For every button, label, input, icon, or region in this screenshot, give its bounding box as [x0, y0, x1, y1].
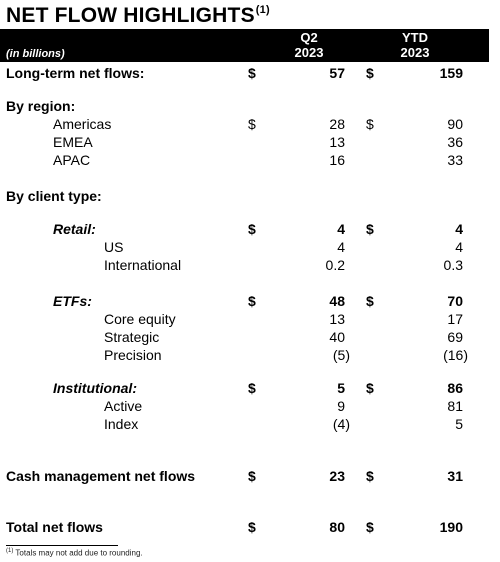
footnote-mark: (1) — [6, 548, 14, 554]
title-footnote-mark: (1) — [255, 4, 270, 16]
ytd-value: 81 — [447, 398, 463, 414]
q2-value: 40 — [329, 329, 345, 345]
row-active: Active 9 81 — [0, 397, 489, 415]
ytd-value: 190 — [439, 519, 463, 535]
row-label: Total net flows — [6, 519, 103, 535]
row-index: Index (4) 5 — [0, 415, 489, 433]
row-retail: Retail: $ 4 $ 4 — [0, 220, 489, 238]
ytd-value: 159 — [439, 65, 463, 81]
row-total-net-flows: Total net flows $ 80 $ 190 — [0, 518, 489, 536]
ytd-value: 4 — [455, 239, 463, 255]
row-etfs: ETFs: $ 48 $ 70 — [0, 292, 489, 310]
dollar-sign: $ — [366, 221, 374, 237]
row-label: Strategic — [104, 329, 160, 345]
row-strategic: Strategic 40 69 — [0, 328, 489, 346]
row-label: Core equity — [104, 311, 176, 327]
column-header-ytd-line2: 2023 — [400, 45, 430, 60]
row-label: Index — [104, 416, 139, 432]
dollar-sign: $ — [366, 293, 374, 309]
row-apac: APAC 16 33 — [0, 151, 489, 169]
row-label: Active — [104, 398, 143, 414]
ytd-value: 5 — [455, 416, 463, 432]
dollar-sign: $ — [366, 468, 374, 484]
ytd-value: 0.3 — [443, 257, 463, 273]
q2-value: 9 — [337, 398, 345, 414]
row-label: Retail: — [53, 221, 96, 237]
column-header-ytd-line1: YTD — [402, 30, 428, 45]
column-header-q2: Q2 2023 — [269, 30, 349, 60]
dollar-sign: $ — [366, 380, 374, 396]
dollar-sign: $ — [248, 380, 256, 396]
q2-value: 5 — [337, 380, 345, 396]
dollar-sign: $ — [248, 293, 256, 309]
column-header-ytd: YTD 2023 — [375, 30, 455, 60]
q2-value: 0.2 — [325, 257, 345, 273]
row-label: International — [104, 257, 182, 273]
column-header-q2-line1: Q2 — [300, 30, 318, 45]
row-label: APAC — [53, 152, 91, 168]
row-cash-management-net-flows: Cash management net flows $ 23 $ 31 — [0, 467, 489, 485]
q2-value: 13 — [329, 311, 345, 327]
row-label: Institutional: — [53, 380, 137, 396]
row-label: US — [104, 239, 124, 255]
row-core-equity: Core equity 13 17 — [0, 310, 489, 328]
dollar-sign: $ — [248, 65, 256, 81]
ytd-value: 36 — [447, 134, 463, 150]
ytd-value: 86 — [447, 380, 463, 396]
table-header: (in billions) Q2 2023 YTD 2023 — [0, 29, 489, 62]
row-institutional: Institutional: $ 5 $ 86 — [0, 379, 489, 397]
dollar-sign: $ — [366, 519, 374, 535]
column-header-q2-line2: 2023 — [294, 45, 324, 60]
ytd-value: 17 — [447, 311, 463, 327]
footnote-divider — [6, 545, 118, 546]
q2-value: 23 — [329, 468, 345, 484]
footnote: (1) Totals may not add due to rounding. — [6, 548, 143, 558]
q2-value: 28 — [329, 116, 345, 132]
row-by-region: By region: — [0, 97, 489, 115]
row-by-client-type: By client type: — [0, 187, 489, 205]
q2-value: 4 — [337, 221, 345, 237]
footnote-text: Totals may not add due to rounding. — [15, 548, 143, 558]
row-emea: EMEA 13 36 — [0, 133, 489, 151]
q2-value: 16 — [329, 152, 345, 168]
row-americas: Americas $ 28 $ 90 — [0, 115, 489, 133]
section-label: By client type: — [6, 188, 102, 204]
dollar-sign: $ — [248, 468, 256, 484]
dollar-sign: $ — [248, 221, 256, 237]
row-international: International 0.2 0.3 — [0, 256, 489, 274]
ytd-value: 90 — [447, 116, 463, 132]
ytd-value: 33 — [447, 152, 463, 168]
row-long-term-net-flows: Long-term net flows: $ 57 $ 159 — [0, 64, 489, 82]
ytd-value: 31 — [447, 468, 463, 484]
row-label: Americas — [53, 116, 112, 132]
row-label: Cash management net flows — [6, 468, 196, 484]
row-us: US 4 4 — [0, 238, 489, 256]
row-precision: Precision (5) (16) — [0, 346, 489, 364]
dollar-sign: $ — [366, 116, 374, 132]
ytd-value: 4 — [455, 221, 463, 237]
ytd-value: 69 — [447, 329, 463, 345]
units-label: (in billions) — [6, 48, 65, 60]
dollar-sign: $ — [366, 65, 374, 81]
dollar-sign: $ — [248, 116, 256, 132]
q2-value: 48 — [329, 293, 345, 309]
page-title: NET FLOW HIGHLIGHTS(1) — [6, 4, 270, 28]
q2-value: 4 — [337, 239, 345, 255]
row-label: ETFs: — [53, 293, 92, 309]
title-text: NET FLOW HIGHLIGHTS — [6, 4, 255, 27]
row-label: Long-term net flows: — [6, 65, 145, 81]
q2-value: 13 — [329, 134, 345, 150]
ytd-value: (16) — [443, 347, 468, 363]
q2-value: (4) — [332, 416, 350, 432]
q2-value: (5) — [332, 347, 350, 363]
q2-value: 80 — [329, 519, 345, 535]
dollar-sign: $ — [248, 519, 256, 535]
section-label: By region: — [6, 98, 76, 114]
row-label: EMEA — [53, 134, 93, 150]
row-label: Precision — [104, 347, 162, 363]
q2-value: 57 — [329, 65, 345, 81]
ytd-value: 70 — [447, 293, 463, 309]
